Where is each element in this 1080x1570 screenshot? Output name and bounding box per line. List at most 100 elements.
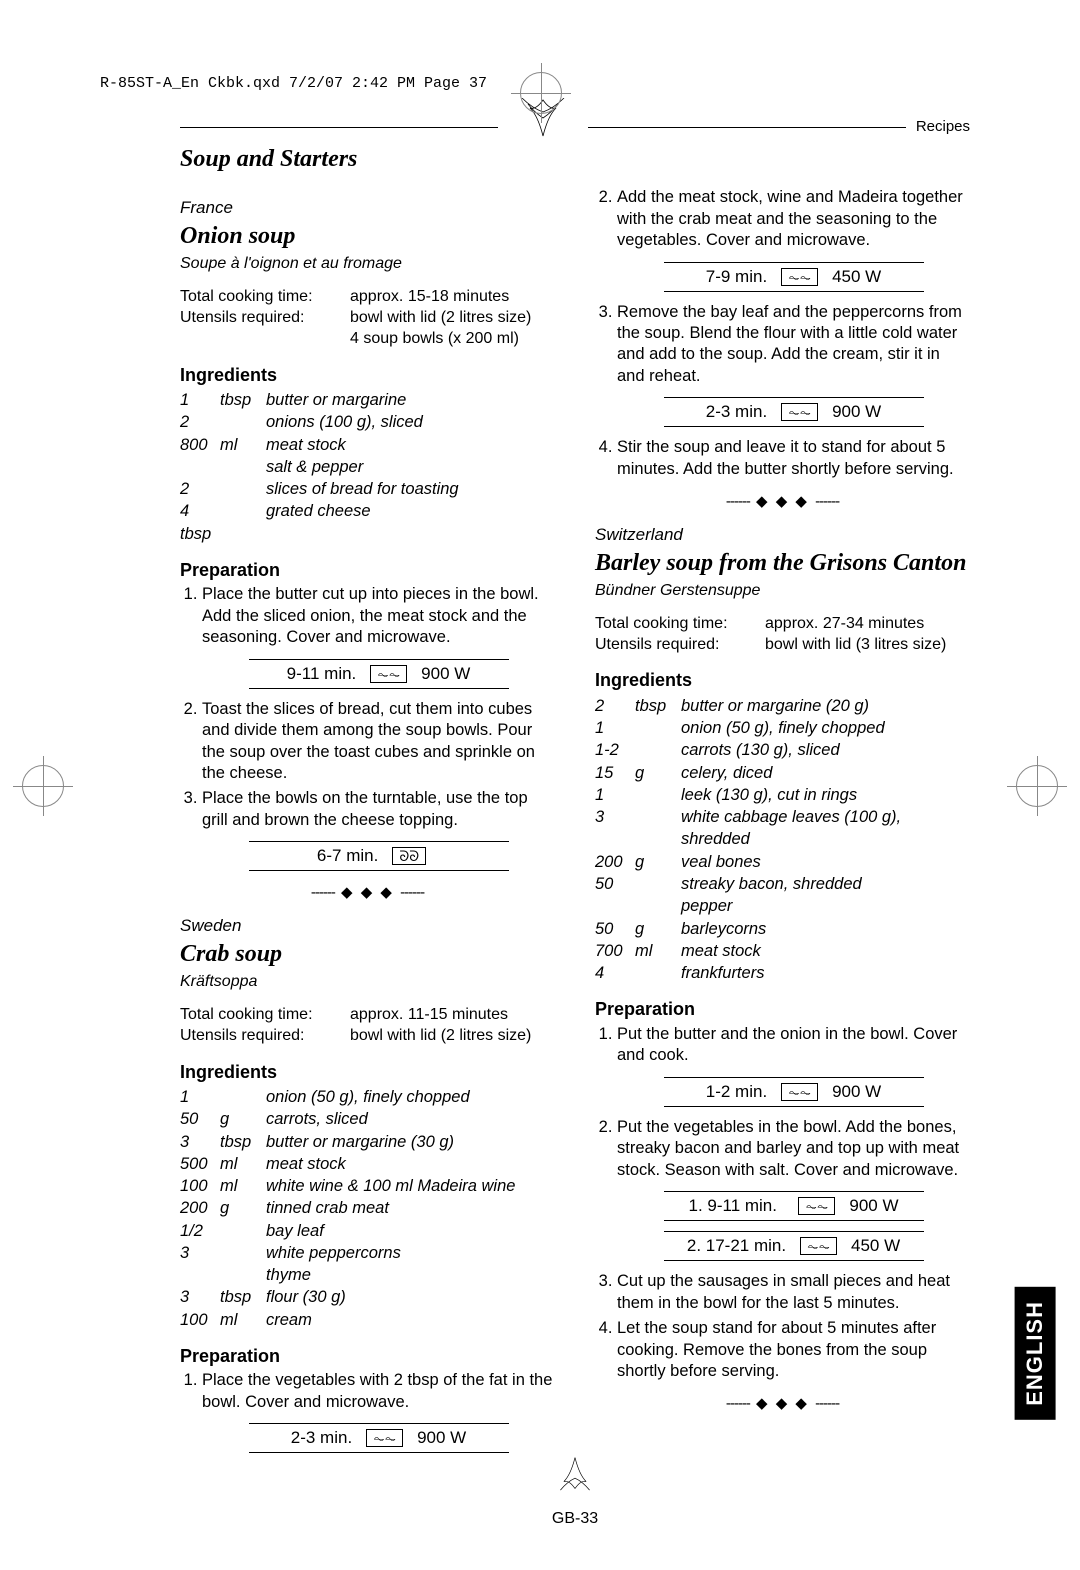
step-text: Place the butter cut up into pieces in t… (202, 585, 539, 646)
ingredient-row: 2 tbsp butter or margarine (20 g) (595, 695, 970, 717)
section-title: Soup and Starters (180, 144, 970, 175)
ingredient-unit (635, 717, 681, 739)
ingredient-unit (220, 500, 266, 545)
step-text: Place the bowls on the turntable, use th… (202, 789, 528, 828)
ingredient-qty: 1/2 (180, 1220, 220, 1242)
ingredients-heading: Ingredients (180, 364, 555, 387)
ingredient-row: 50 g carrots, sliced (180, 1108, 555, 1130)
ingredient-item: thyme (266, 1264, 555, 1286)
ingredient-unit: tbsp (220, 1286, 266, 1308)
grill-icon: ᘐᘐ (392, 847, 426, 865)
recipe-meta: Total cooking time: approx. 15-18 minute… (180, 287, 555, 349)
step-text: Let the soup stand for about 5 minutes a… (617, 1319, 936, 1380)
ingredient-row: 700 ml meat stock (595, 940, 970, 962)
registration-mark-left (22, 765, 64, 807)
ingredient-unit: ml (220, 1153, 266, 1175)
ingredient-qty: 200 (180, 1197, 220, 1219)
ingredient-unit (635, 895, 681, 917)
ingredient-item: grated cheese (266, 500, 555, 545)
ingredient-row: 1 leek (130 g), cut in rings (595, 784, 970, 806)
ingredient-qty: 1 (595, 717, 635, 739)
preparation-list: Put the butter and the onion in the bowl… (595, 1024, 970, 1383)
microwave-icon: ⏦⏦ (366, 1429, 403, 1447)
meta-label: Utensils required: (595, 635, 765, 656)
ingredient-unit: ml (635, 940, 681, 962)
ingredient-unit (220, 456, 266, 478)
ingredient-item: salt & pepper (266, 456, 555, 478)
ingredient-qty: 200 (595, 851, 635, 873)
ingredient-unit (635, 962, 681, 984)
recipe-meta: Total cooking time: approx. 11-15 minute… (180, 1005, 555, 1047)
ingredient-item: streaky bacon, shredded (681, 873, 970, 895)
ingredient-row: 1-2 carrots (130 g), sliced (595, 739, 970, 761)
ingredient-unit: g (220, 1108, 266, 1130)
preparation-heading: Preparation (595, 998, 970, 1021)
recipe-barley-soup-head: Switzerland Barley soup from the Grisons… (595, 524, 970, 1022)
step-text: Place the vegetables with 2 tbsp of the … (202, 1371, 552, 1410)
microwave-icon: ⏦⏦ (800, 1237, 837, 1255)
preparation-step: Place the bowls on the turntable, use th… (202, 788, 555, 871)
ingredient-qty: 500 (180, 1153, 220, 1175)
meta-row: Utensils required: bowl with lid (3 litr… (595, 635, 970, 656)
recipe-divider: ◆ ◆ ◆ (595, 492, 970, 512)
ingredient-qty: 50 (595, 918, 635, 940)
preparation-step: Cut up the sausages in small pieces and … (617, 1271, 970, 1314)
ingredient-qty: 3 (180, 1131, 220, 1153)
cook-setting: 7-9 min. ⏦⏦ 450 W (664, 262, 924, 292)
ingredient-item: veal bones (681, 851, 970, 873)
country-label: Switzerland (595, 524, 970, 546)
ingredient-item: celery, diced (681, 762, 970, 784)
cook-power: 900 W (849, 1195, 898, 1217)
meta-label: Utensils required: (180, 308, 350, 329)
meta-row: Utensils required: bowl with lid (2 litr… (180, 1026, 555, 1047)
country-label: France (180, 197, 555, 219)
step-text: Stir the soup and leave it to stand for … (617, 438, 954, 477)
recipe-title: Onion soup (180, 221, 555, 252)
ingredient-item: meat stock (266, 1153, 555, 1175)
ingredient-item: white wine & 100 ml Madeira wine (266, 1175, 555, 1197)
ingredient-qty: 50 (180, 1108, 220, 1130)
recipe-meta: Total cooking time: approx. 27-34 minute… (595, 614, 970, 656)
recipe-crab-soup-head: Sweden Crab soup Kräftsoppa Total cookin… (180, 915, 555, 1453)
ingredient-unit: g (220, 1197, 266, 1219)
step-text: Add the meat stock, wine and Madeira tog… (617, 188, 963, 249)
ingredient-item: white peppercorns (266, 1242, 555, 1264)
ingredient-row: 100 ml white wine & 100 ml Madeira wine (180, 1175, 555, 1197)
cook-time: 1-2 min. (706, 1081, 767, 1103)
preparation-step: Let the soup stand for about 5 minutes a… (617, 1318, 970, 1382)
ingredient-qty (595, 895, 635, 917)
preparation-step: Stir the soup and leave it to stand for … (617, 437, 970, 480)
ingredient-unit (220, 1086, 266, 1108)
country-label: Sweden (180, 915, 555, 937)
ingredient-qty: 50 (595, 873, 635, 895)
preparation-list-continued: Add the meat stock, wine and Madeira tog… (595, 187, 970, 480)
meta-row: Utensils required: bowl with lid (2 litr… (180, 308, 555, 329)
cook-time: 2. 17-21 min. (687, 1235, 786, 1257)
ingredient-qty: 100 (180, 1175, 220, 1197)
microwave-icon: ⏦⏦ (798, 1197, 835, 1215)
ingredient-qty: 2 (180, 478, 220, 500)
ingredient-unit (220, 478, 266, 500)
meta-value: 4 soup bowls (x 200 ml) (350, 329, 519, 350)
meta-value: approx. 15-18 minutes (350, 287, 509, 308)
ingredient-unit: tbsp (220, 389, 266, 411)
preparation-heading: Preparation (180, 559, 555, 582)
cook-setting: 6-7 min. ᘐᘐ (249, 841, 509, 871)
microwave-icon: ⏦⏦ (781, 1083, 818, 1101)
meta-label: Total cooking time: (180, 1005, 350, 1026)
ingredient-item: pepper (681, 895, 970, 917)
cook-setting: 2-3 min. ⏦⏦ 900 W (249, 1423, 509, 1453)
ingredients-heading: Ingredients (180, 1061, 555, 1084)
meta-label: Total cooking time: (595, 614, 765, 635)
ingredient-unit (635, 873, 681, 895)
meta-row: 4 soup bowls (x 200 ml) (180, 329, 555, 350)
meta-value: bowl with lid (3 litres size) (765, 635, 946, 656)
cook-time: 2-3 min. (291, 1427, 352, 1449)
footer-ornament (180, 1453, 970, 1499)
step-text: Put the vegetables in the bowl. Add the … (617, 1118, 959, 1179)
ingredient-item: flour (30 g) (266, 1286, 555, 1308)
ingredient-row: 3 white cabbage leaves (100 g), shredded (595, 806, 970, 851)
ingredient-unit (635, 806, 681, 851)
cook-setting: 1-2 min. ⏦⏦ 900 W (664, 1077, 924, 1107)
cook-time: 1. 9-11 min. (688, 1195, 784, 1217)
